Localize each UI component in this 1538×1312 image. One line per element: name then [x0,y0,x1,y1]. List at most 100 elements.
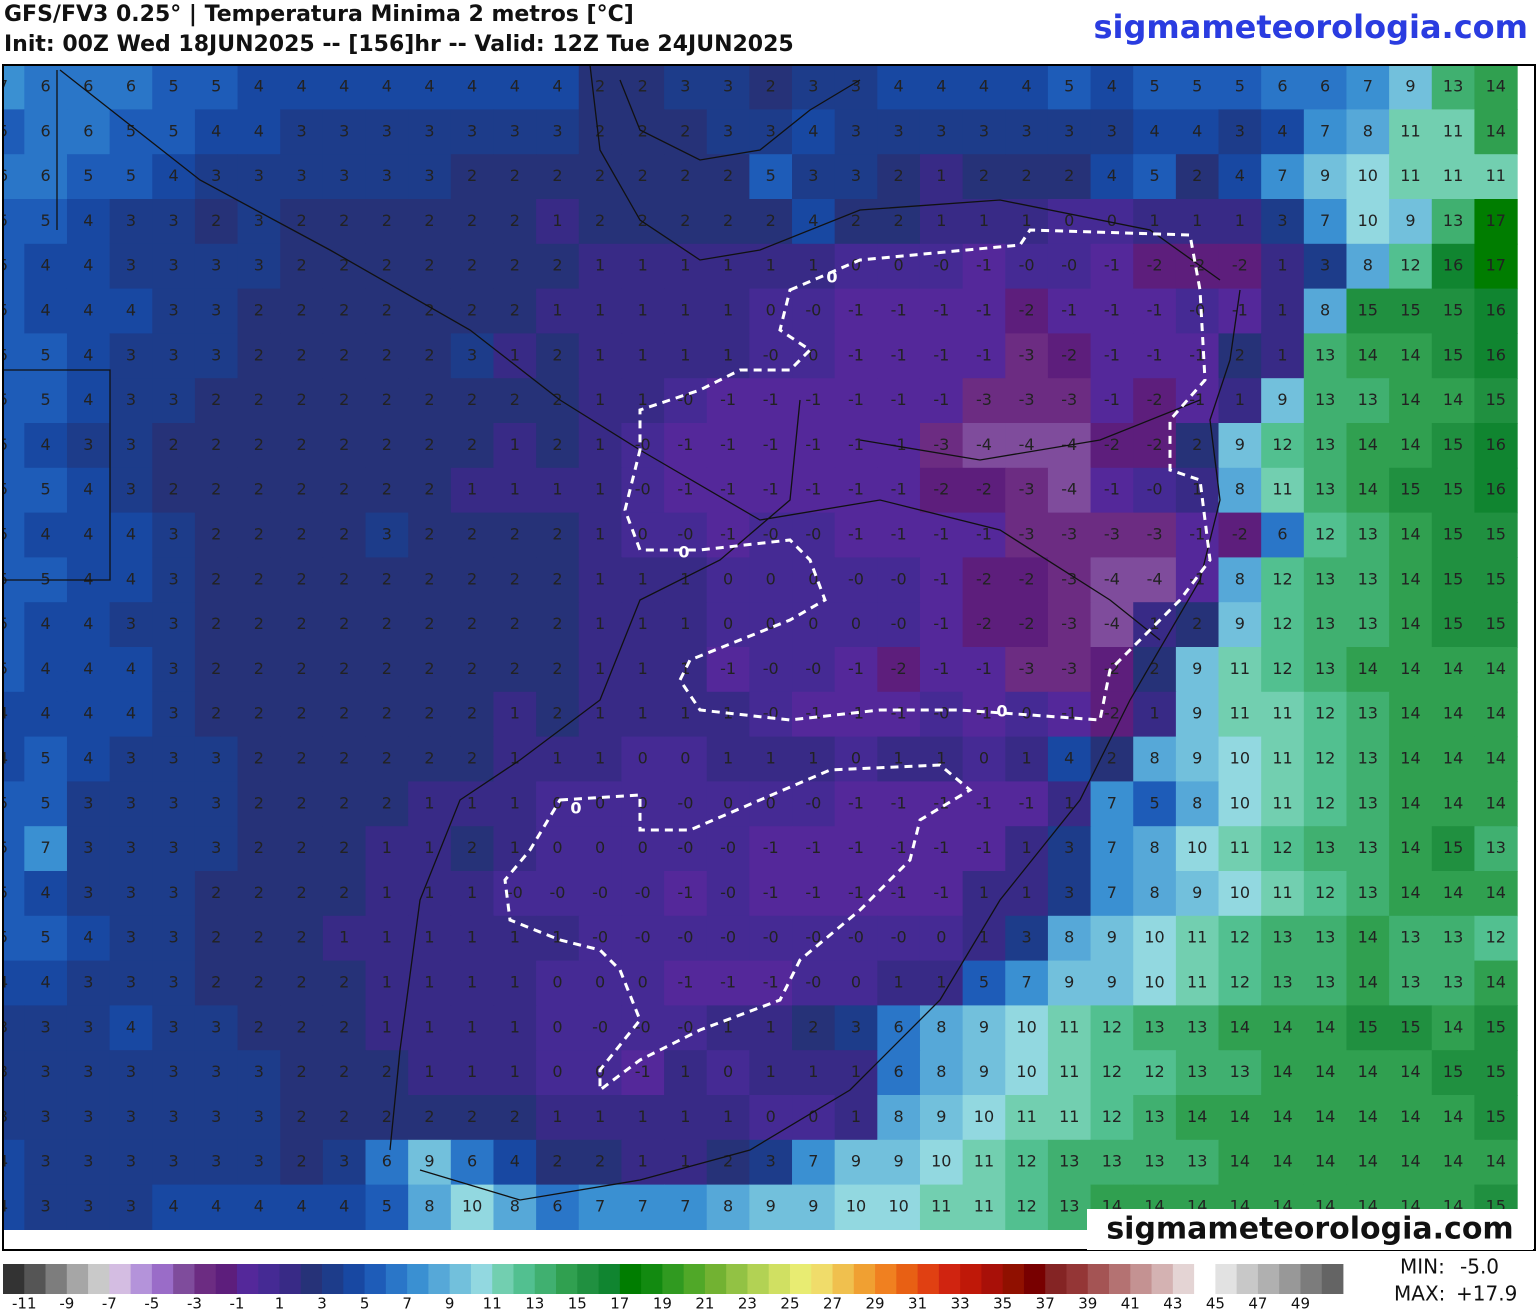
temperature-cell [664,199,708,245]
grid-value: 5 [41,749,51,768]
grid-value: 3 [1022,121,1032,140]
grid-value: 5 [1149,793,1159,812]
temperature-cell [109,1050,153,1096]
grid-value: -1 [848,301,864,320]
grid-value: 1 [766,749,776,768]
temperature-cell [536,1050,580,1096]
temperature-cell [962,65,1006,110]
grid-value: 12 [1016,1152,1036,1171]
temperature-cell [24,243,68,290]
colorbar-label: -3 [187,1295,202,1312]
temperature-cell [152,915,196,962]
temperature-cell [834,154,878,200]
temperature-cell [1431,960,1476,1006]
grid-value: 1 [595,301,605,320]
grid-value: 0 [766,301,776,320]
grid-value: 1 [424,793,434,812]
grid-value: 8 [1149,749,1159,768]
temperature-cell [664,1184,708,1230]
grid-value: 3 [467,345,477,364]
grid-value: 1 [1022,211,1032,230]
temperature-cell [749,602,793,648]
temperature-cell [3,423,25,469]
grid-value: 1 [1235,390,1245,409]
grid-value: 12 [1272,435,1292,454]
grid-value: 1 [638,704,648,723]
temperature-cell [962,1139,1006,1186]
temperature-cell [1218,691,1262,738]
temperature-cell [1346,602,1390,648]
temperature-cell [621,647,665,693]
grid-value: 1 [808,749,818,768]
temperature-cell [152,378,196,424]
grid-value: 1 [723,256,733,275]
grid-value: 9 [1320,166,1330,185]
temperature-cell [1389,602,1433,648]
grid-value: -1 [848,345,864,364]
temperature-cell [536,915,580,962]
grid-value: -1 [1189,345,1205,364]
temperature-cell [322,512,367,558]
temperature-cell [1431,871,1476,917]
grid-value: -1 [933,390,949,409]
temperature-cell [1431,602,1476,648]
temperature-cell [1133,871,1177,917]
grid-value: 4 [126,659,136,678]
grid-value: 3 [424,166,434,185]
temperature-cell [3,1139,25,1186]
grid-value: 4 [1107,77,1117,96]
grid-value: 15 [1443,345,1463,364]
grid-value: 13 [1315,435,1335,454]
grid-value: 3 [254,1152,264,1171]
grid-value: 16 [1443,256,1463,275]
grid-value: 4 [83,256,93,275]
temperature-cell [1431,288,1476,334]
temperature-cell [280,647,324,693]
temperature-cell [664,691,708,738]
temperature-cell [877,826,921,872]
temperature-cell [664,1139,708,1186]
temperature-cell [706,467,750,514]
grid-value: 1 [1192,211,1202,230]
temperature-cell [194,602,239,648]
temperature-cell [1346,109,1390,155]
grid-value: 7 [1320,121,1330,140]
colorbar-label: 25 [780,1295,799,1312]
grid-value: -3 [1061,614,1077,633]
grid-value: 11 [1230,704,1250,723]
grid-value: 1 [510,793,520,812]
grid-value: 1 [510,928,520,947]
temperature-cell [834,65,878,110]
temperature-cell [1005,647,1049,693]
grid-value: 2 [510,614,520,633]
grid-value: 2 [510,569,520,588]
temperature-cell [1261,333,1305,379]
grid-value: 8 [1363,121,1373,140]
grid-value: 9 [936,1107,946,1126]
grid-value: 4 [510,77,520,96]
watermark-box [1087,1209,1533,1250]
grid-value: 2 [382,345,392,364]
grid-value: 3 [169,1152,179,1171]
grid-value: 15 [1400,301,1420,320]
temperature-cell [408,557,452,603]
temperature-cell [877,1184,921,1230]
temperature-cell [578,467,623,514]
temperature-cell [1090,1005,1134,1051]
grid-value: 1 [894,749,904,768]
grid-value: 0 [851,614,861,633]
temperature-cell [1261,602,1305,648]
temperature-cell [450,109,495,155]
grid-value: -4 [1019,435,1035,454]
grid-value: 2 [339,659,349,678]
grid-value: 3 [211,256,221,275]
temperature-cell [919,691,964,738]
temperature-cell [1346,647,1390,693]
grid-value: 1 [595,256,605,275]
temperature-cell [322,960,367,1006]
grid-value: 2 [254,435,264,454]
grid-value: 4 [339,77,349,96]
grid-value: -3 [1019,390,1035,409]
temperature-cell [792,781,836,827]
grid-value: -1 [763,973,779,992]
